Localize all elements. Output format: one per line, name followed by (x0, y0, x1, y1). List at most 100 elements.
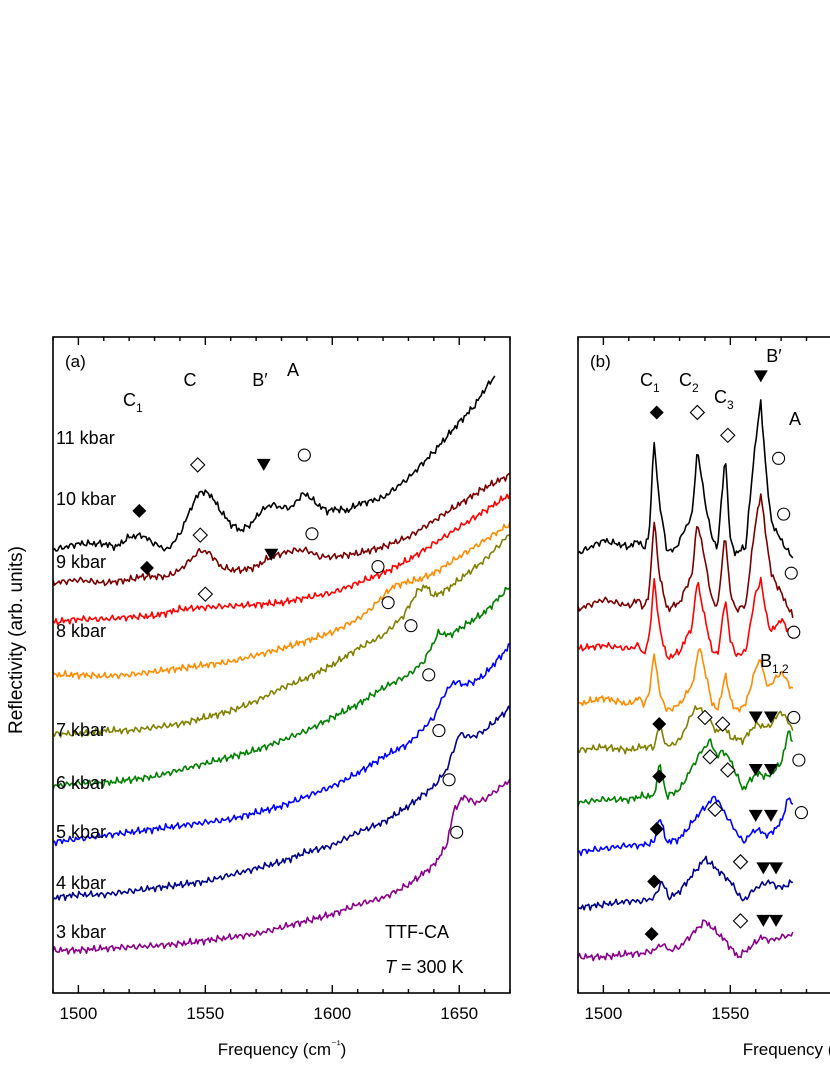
open-diamond-marker (714, 716, 731, 732)
open-circle-marker (305, 527, 319, 541)
series-line (578, 919, 794, 962)
series-line (578, 730, 794, 807)
series-label: 4 kbar (56, 873, 106, 893)
filled-triangle-marker (748, 711, 763, 724)
peak-label: C (184, 370, 197, 390)
series-label: 7 kbar (56, 720, 106, 740)
annotation-sample: TTF-CA (385, 922, 449, 942)
peak-label: C2 (679, 370, 699, 395)
series-label: 10 kbar (56, 489, 116, 509)
open-circle-marker (371, 560, 385, 574)
x-tick-label: 1550 (186, 1004, 224, 1023)
filled-diamond-marker (132, 503, 147, 518)
open-circle-marker (432, 724, 446, 738)
peak-label: C1 (640, 370, 660, 395)
filled-diamond-marker (649, 405, 664, 420)
series-label: 5 kbar (56, 822, 106, 842)
series-label: 3 kbar (56, 922, 106, 942)
peak-label: C3 (714, 387, 734, 412)
filled-triangle-marker (748, 763, 763, 776)
x-tick-label: 1650 (440, 1004, 478, 1023)
filled-triangle-marker (256, 458, 271, 471)
series-label: 8 kbar (56, 621, 106, 641)
open-diamond-marker (697, 709, 713, 726)
filled-triangle-marker (763, 711, 778, 724)
series-line (53, 534, 510, 738)
peak-label: A (287, 360, 299, 380)
y-axis-label: Reflectivity (arb. units) (6, 546, 27, 734)
series-line (578, 647, 794, 713)
series-line (53, 493, 510, 626)
open-circle-marker (787, 625, 801, 639)
open-circle-marker (422, 668, 436, 682)
open-circle-marker (297, 448, 311, 462)
series-line (578, 493, 794, 619)
filled-triangle-marker (769, 862, 784, 875)
open-diamond-marker (197, 586, 214, 602)
series-line (578, 705, 794, 755)
peak-label: A (789, 409, 801, 429)
open-diamond-marker (732, 913, 749, 929)
filled-diamond-marker (647, 874, 662, 889)
filled-diamond-marker (644, 926, 659, 941)
series-label: 9 kbar (56, 552, 106, 572)
annotation-temperature: T = 300 K (385, 957, 464, 977)
peak-label: C1 (123, 390, 143, 415)
peak-label: B1,2 (760, 651, 789, 676)
series-line (53, 778, 510, 955)
x-tick-label: 1600 (313, 1004, 351, 1023)
series-line (578, 576, 794, 661)
series-line (53, 643, 510, 847)
filled-diamond-marker (139, 560, 154, 575)
x-tick-label: 1550 (711, 1004, 749, 1023)
open-diamond-marker (192, 527, 209, 543)
open-diamond-marker (720, 762, 736, 778)
open-circle-marker (404, 619, 418, 633)
series-line (53, 586, 510, 790)
series-line (53, 705, 510, 902)
open-diamond-marker (707, 801, 723, 818)
open-diamond-marker (189, 457, 206, 473)
series-group (578, 399, 794, 962)
filled-triangle-marker (763, 763, 778, 776)
marker-group (132, 448, 464, 839)
series-line (53, 472, 510, 587)
series-line (53, 520, 510, 680)
panel-label: (a) (65, 352, 86, 371)
filled-triangle-marker (756, 914, 771, 927)
filled-triangle-marker (748, 809, 763, 822)
filled-diamond-marker (649, 822, 664, 836)
open-circle-marker (787, 710, 801, 725)
x-tick-label: 1500 (59, 1004, 97, 1023)
open-circle-marker (777, 507, 791, 521)
series-group (53, 375, 510, 955)
series-line (578, 399, 794, 559)
series-line (578, 855, 793, 911)
peak-label: B′ (766, 346, 782, 366)
series-line (53, 375, 496, 552)
series-label: 6 kbar (56, 773, 106, 793)
x-axis-label: Frequency (cm⁻¹) (743, 1039, 830, 1059)
open-circle-marker (794, 806, 808, 820)
peak-label: B′ (252, 370, 268, 390)
panel-label: (b) (590, 352, 611, 371)
filled-diamond-marker (652, 717, 667, 732)
open-circle-marker (792, 753, 806, 767)
open-circle-marker (381, 596, 395, 610)
open-diamond-marker (732, 854, 749, 870)
series-line (578, 795, 794, 857)
filled-triangle-marker (753, 370, 768, 383)
series-label: 11 kbar (56, 428, 115, 448)
filled-triangle-marker (769, 914, 784, 927)
open-diamond-marker (689, 404, 706, 421)
x-tick-label: 1500 (584, 1004, 622, 1023)
open-circle-marker (784, 566, 798, 580)
filled-diamond-marker (652, 769, 667, 784)
x-axis-label: Frequency (cm⁻¹) (218, 1039, 347, 1059)
open-circle-marker (442, 773, 456, 787)
filled-triangle-marker (763, 809, 778, 822)
open-circle-marker (450, 825, 464, 839)
panel-a: 1500 1550 1600 1650 (a) Frequency (cm⁻¹) 11 kb… (52, 336, 511, 1059)
